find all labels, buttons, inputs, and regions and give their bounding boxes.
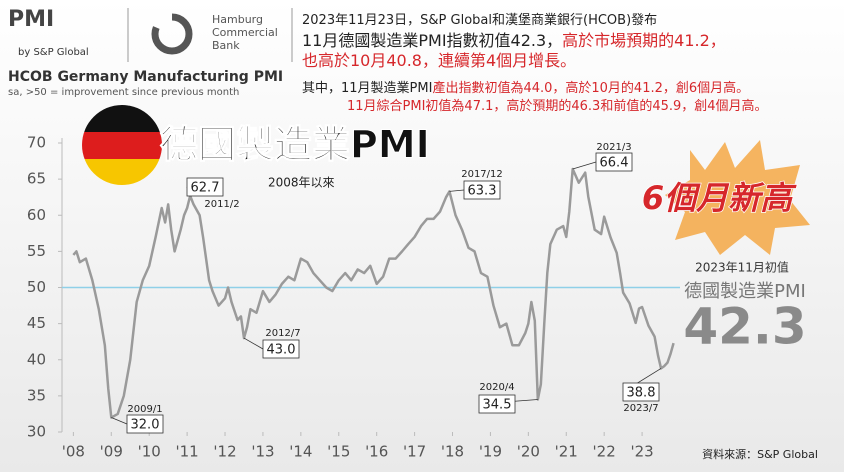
x-tick-label: '09 xyxy=(100,443,123,461)
bank-logo xyxy=(151,13,193,55)
annotation-box xyxy=(478,394,516,414)
header-line: 11月德國製造業PMI指數初值42.3，高於市場預期的41.2， xyxy=(302,31,726,50)
y-tick-label: 40 xyxy=(27,350,46,368)
annotation-value: 32.0 xyxy=(131,418,160,433)
header-segment: 其中，11月製造業PMI xyxy=(302,80,432,96)
x-tick-label: '10 xyxy=(138,443,161,461)
annotation-box xyxy=(622,382,660,402)
y-tick-label: 45 xyxy=(27,314,46,332)
headline: 德國製造業PMI xyxy=(160,123,430,167)
callout-note: 2023年11月初值 xyxy=(695,260,789,275)
y-tick-label: 60 xyxy=(27,206,46,224)
header-line: 其中，11月製造業PMI產出指數初值為44.0，高於10月的41.2，創6個月高… xyxy=(302,80,749,96)
annotation-leader xyxy=(449,189,465,192)
annotation-value: 63.3 xyxy=(468,184,497,199)
header-segment: 高於市場預期的41.2， xyxy=(562,31,726,50)
bank-name: Commercial xyxy=(212,26,278,39)
header-segment: 11月綜合PMI初值為47.1，高於預期的46.3和前值的45.9，創4個月高。 xyxy=(347,98,768,114)
annotation-box xyxy=(126,414,164,434)
x-tick-label: '16 xyxy=(365,443,388,461)
annotation-box xyxy=(186,177,224,197)
bank-name: Bank xyxy=(212,39,240,52)
logo-sub: by S&P Global xyxy=(18,47,89,58)
annotation-leader xyxy=(111,417,128,425)
x-tick-label: '12 xyxy=(213,443,236,461)
x-tick-label: '13 xyxy=(251,443,274,461)
annotation-date: 2009/1 xyxy=(127,404,162,415)
x-tick-label: '19 xyxy=(479,443,502,461)
annotation-leader xyxy=(572,161,597,170)
header-segment: 產出指數初值為44.0，高於10月的41.2，創6個月高。 xyxy=(432,80,749,96)
x-tick-label: '14 xyxy=(289,443,312,461)
badge: 6個月新高 xyxy=(642,179,797,217)
annotation-date: 2017/12 xyxy=(461,169,503,180)
x-tick-label: '15 xyxy=(327,443,350,461)
header-segment: 也高於10月40.8，連續第4個月增長。 xyxy=(302,51,576,70)
annotation-value: 66.4 xyxy=(600,156,629,171)
annotation-value: 43.0 xyxy=(267,343,296,358)
x-tick-label: '22 xyxy=(593,443,616,461)
annotation-value: 38.8 xyxy=(627,386,656,401)
logo: PMI xyxy=(8,7,54,32)
annotation-date: 2020/4 xyxy=(479,382,514,393)
annotation-box xyxy=(595,152,633,172)
source: 資料來源：S&P Global xyxy=(702,447,818,461)
x-tick-label: '08 xyxy=(62,443,85,461)
x-tick-label: '20 xyxy=(517,443,540,461)
callout-value: 42.3 xyxy=(683,298,806,356)
annotation-value: 34.5 xyxy=(483,398,512,413)
y-tick-label: 55 xyxy=(27,242,46,260)
annotation-date: 2012/7 xyxy=(265,328,300,339)
annotation-date: 2021/3 xyxy=(596,142,631,153)
y-tick-label: 50 xyxy=(27,278,46,296)
y-tick-label: 35 xyxy=(27,386,46,404)
y-tick-label: 65 xyxy=(27,170,46,188)
x-tick-label: '18 xyxy=(441,443,464,461)
period-note: 2008年以來 xyxy=(268,176,335,190)
data-line xyxy=(72,167,675,419)
header-line: 11月綜合PMI初值為47.1，高於預期的46.3和前值的45.9，創4個月高。 xyxy=(347,98,768,114)
annotation-value: 62.7 xyxy=(191,181,220,196)
x-tick-label: '11 xyxy=(176,443,199,461)
annotation-date: 2011/2 xyxy=(204,199,239,210)
annotation-date: 2023/7 xyxy=(623,403,658,414)
annotation-box xyxy=(463,180,501,200)
header-line: 也高於10月40.8，連續第4個月增長。 xyxy=(302,51,576,70)
annotation-leader xyxy=(243,337,264,350)
header-line: 2023年11月23日，S&P Global和漢堡商業銀行(HCOB)發布 xyxy=(302,12,657,28)
callout-label: 德國製造業PMI xyxy=(684,281,806,302)
header-segment: 2023年11月23日，S&P Global和漢堡商業銀行(HCOB)發布 xyxy=(302,12,657,28)
chart-subtitle: sa, >50 = improvement since previous mon… xyxy=(8,87,239,98)
y-tick-label: 70 xyxy=(27,134,46,152)
x-tick-label: '21 xyxy=(555,443,578,461)
annotation-box xyxy=(262,339,300,359)
chart-title: HCOB Germany Manufacturing PMI xyxy=(8,69,283,85)
y-tick-label: 30 xyxy=(27,423,46,441)
burst xyxy=(665,140,810,255)
x-tick-label: '17 xyxy=(403,443,426,461)
x-tick-label: '23 xyxy=(630,443,653,461)
header-segment: 11月德國製造業PMI指數初值42.3， xyxy=(302,31,562,50)
bank-name: Hamburg xyxy=(212,13,263,26)
